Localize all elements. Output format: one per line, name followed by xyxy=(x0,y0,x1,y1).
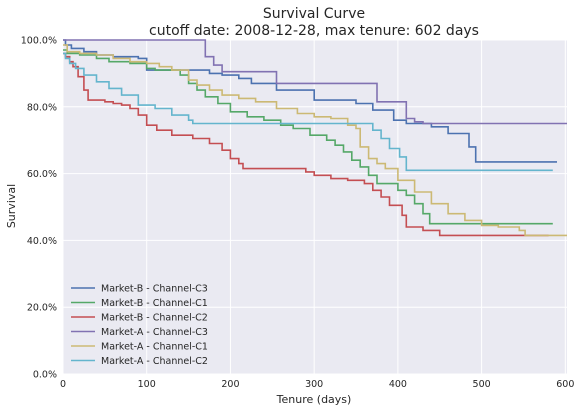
legend-entry: Market-B - Channel-C2 xyxy=(101,313,208,324)
x-tick-label: 0 xyxy=(60,379,66,390)
x-tick-label: 600 xyxy=(556,379,574,390)
chart-subtitle: cutoff date: 2008-12-28, max tenure: 602… xyxy=(149,23,479,39)
x-ticks: 0 100 200 300 400 500 600 xyxy=(60,379,574,390)
x-tick-label: 300 xyxy=(305,379,323,390)
y-tick-label: 40.0% xyxy=(27,236,57,247)
y-axis-label: Survival xyxy=(5,184,18,228)
series-line-2 xyxy=(63,49,553,225)
x-tick-label: 500 xyxy=(473,379,491,390)
y-tick-label: 80.0% xyxy=(27,102,57,113)
x-axis-label: Tenure (days) xyxy=(276,393,352,406)
legend-entry: Market-A - Channel-C3 xyxy=(101,327,208,338)
y-tick-label: 0.0% xyxy=(33,370,57,381)
y-tick-label: 60.0% xyxy=(27,169,57,180)
series-layer xyxy=(63,39,567,237)
legend-entry: Market-B - Channel-C1 xyxy=(101,298,208,309)
y-tick-label: 100.0% xyxy=(21,36,57,47)
series-line-3 xyxy=(63,52,549,237)
x-tick-label: 100 xyxy=(138,379,156,390)
series-line-6 xyxy=(63,52,553,172)
x-tick-label: 400 xyxy=(389,379,407,390)
legend-entry: Market-B - Channel-C3 xyxy=(101,284,208,295)
chart-title: Survival Curve xyxy=(263,6,365,22)
legend: Market-B - Channel-C3 Market-B - Channel-… xyxy=(71,284,208,367)
series-line-4 xyxy=(63,39,567,125)
series-line-5 xyxy=(63,44,567,237)
x-tick-label: 200 xyxy=(221,379,239,390)
y-tick-label: 20.0% xyxy=(27,303,57,314)
legend-entry: Market-A - Channel-C2 xyxy=(101,356,208,367)
legend-entry: Market-A - Channel-C1 xyxy=(101,342,208,353)
y-ticks: 0.0% 20.0% 40.0% 60.0% 80.0% 100.0% xyxy=(21,36,57,381)
